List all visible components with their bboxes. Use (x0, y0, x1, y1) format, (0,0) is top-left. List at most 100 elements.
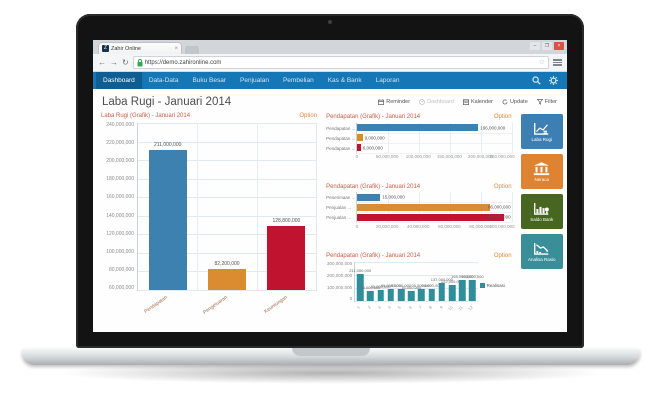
bar-month-7[interactable] (418, 288, 425, 301)
profit-chart-icon (534, 122, 549, 135)
plot-area: 211,000,000 82,200,000 128,800,000 (137, 123, 318, 291)
kalender-button[interactable]: Kalender (462, 99, 493, 105)
y-tick-label: 140,000,000 (106, 212, 134, 219)
reminder-icon (378, 99, 385, 105)
option-link[interactable]: Option (493, 114, 512, 120)
x-tick-label: 60,000,000 (438, 223, 461, 229)
nav-item-laporan[interactable]: Laporan (375, 77, 400, 84)
tile-laba-rugi[interactable]: Laba Rugi (520, 114, 563, 149)
tile-label: Laba Rugi (531, 136, 553, 142)
gear-icon[interactable] (549, 76, 558, 85)
bar-1[interactable] (357, 193, 381, 201)
bar-month-6[interactable] (407, 291, 415, 301)
bar-pengeluaran[interactable] (208, 269, 247, 290)
x-tick-label: 100,000,000 (489, 223, 515, 229)
minimize-icon[interactable]: – (530, 42, 540, 50)
reload-icon[interactable]: ↻ (122, 57, 129, 67)
dashboard-button[interactable]: Dashboard (419, 99, 454, 105)
panel-pendapatan-breakdown-2: Pendapatan (Grafik) - Januari 2014 Optio… (326, 183, 515, 231)
nav-item-dashboard[interactable]: Dashboard (96, 72, 142, 89)
gridline (355, 301, 478, 302)
search-icon[interactable] (532, 76, 541, 85)
tab-close-icon[interactable]: × (174, 45, 178, 52)
x-tick-label: 12 (467, 304, 475, 312)
bar-month-4[interactable] (387, 288, 395, 301)
gridline (418, 142, 420, 153)
gridline (511, 192, 513, 202)
bar-month-10[interactable] (448, 285, 456, 301)
bar-month-1[interactable] (356, 273, 364, 301)
bar-month-3[interactable] (377, 289, 384, 301)
reminder-button[interactable]: Reminder (378, 99, 410, 105)
close-icon[interactable]: × (554, 42, 564, 50)
bar-2[interactable] (357, 203, 490, 211)
chart-row: Pendapatan ... 196,000,000 (326, 122, 513, 134)
chart-title: Pendapatan (Grafik) - Januari 2014 (326, 183, 421, 190)
row-label: Penjualan ... (326, 215, 352, 220)
bar-pendapatan[interactable] (148, 149, 187, 290)
bar-3[interactable] (357, 213, 504, 221)
y-tick-label: 160,000,000 (106, 194, 134, 201)
row-track: 9,000,000 (356, 132, 513, 144)
bar-keuntungan[interactable] (267, 226, 306, 290)
bar-2[interactable] (357, 134, 363, 141)
gridline (387, 132, 389, 143)
filter-button[interactable]: Filter (536, 99, 557, 105)
y-tick-label: 240,000,000 (106, 122, 134, 128)
bar-1[interactable] (357, 124, 479, 131)
address-bar[interactable]: https://demo.zahironline.com ☆ (132, 56, 549, 69)
plot-area: 211,000,000 75,000,000 85,000,000 95,000,00… (349, 262, 484, 302)
tile-saldo-bank[interactable]: Saldo Bank (520, 194, 563, 229)
nav-item-pembelian[interactable]: Pembelian (282, 77, 314, 84)
x-axis-labels: Pendapatan Pengeluaran Keuntungan (137, 291, 317, 316)
menu-icon[interactable] (553, 59, 562, 66)
gridline (480, 132, 482, 143)
gridline (387, 192, 389, 202)
legend-swatch (479, 282, 485, 288)
bar-month-12[interactable] (469, 280, 476, 301)
row-track: 6,000,000 (356, 142, 513, 154)
option-link[interactable]: Option (299, 113, 318, 119)
bar-month-9[interactable] (438, 283, 446, 301)
tile-neraca[interactable]: Neraca (520, 154, 563, 189)
hbar-rows: Penerimaan ... 15,000,000 Penjualan ... 86,… (326, 192, 513, 223)
bank-balance-icon (534, 202, 550, 215)
bar-value-label: 90,000,000 (421, 283, 442, 289)
chart-row: Pendapatan ... 9,000,000 (326, 132, 513, 144)
maximize-icon[interactable]: ❐ (542, 42, 552, 50)
chart-row: Penjualan ... 86,000,000 (326, 202, 513, 213)
option-link[interactable]: Option (493, 253, 512, 259)
tile-analisa-rasio[interactable]: Analisa Rasio (520, 234, 563, 269)
gridline (449, 192, 451, 202)
bar-month-5[interactable] (397, 288, 405, 301)
nav-item-buku-besar[interactable]: Buku Besar (192, 77, 227, 84)
tile-label: Neraca (534, 176, 550, 182)
row-label: Penerimaan ... (326, 195, 356, 200)
nav-item-penjualan[interactable]: Penjualan (240, 77, 269, 84)
gridline (511, 122, 513, 133)
update-button[interactable]: Update (502, 99, 528, 105)
nav-item-data-data[interactable]: Data-Data (148, 77, 179, 84)
bar-3[interactable] (357, 144, 361, 151)
nav-item-kas-bank[interactable]: Kas & Bank (327, 77, 362, 84)
new-tab-button[interactable] (185, 46, 199, 54)
x-tick-label: 0 (355, 154, 359, 159)
gridline (138, 141, 317, 143)
forward-icon[interactable]: → (110, 57, 118, 67)
browser-window: Z Zahir Online × – ❐ × ← → ↻ https://dem… (93, 40, 567, 332)
option-link[interactable]: Option (493, 183, 512, 190)
bar-month-11[interactable] (459, 279, 466, 301)
y-tick-label: 180,000,000 (106, 176, 134, 183)
y-tick-label: 100,000,000 (106, 248, 134, 255)
browser-tab[interactable]: Z Zahir Online × (98, 42, 182, 54)
gridline (138, 252, 317, 254)
bar-month-8[interactable] (428, 289, 435, 301)
bar-month-2[interactable] (367, 291, 374, 301)
gridline (387, 142, 389, 153)
back-icon[interactable]: ← (98, 57, 106, 67)
bookmark-star-icon[interactable]: ☆ (538, 59, 545, 66)
row-track: 15,000,000 (356, 192, 513, 203)
bar-value-label: 85,000,000 (370, 283, 391, 289)
right-chart-column: Pendapatan (Grafik) - Januari 2014 Optio… (326, 113, 515, 311)
chart-row: Pendapatan ... 6,000,000 (326, 142, 513, 154)
